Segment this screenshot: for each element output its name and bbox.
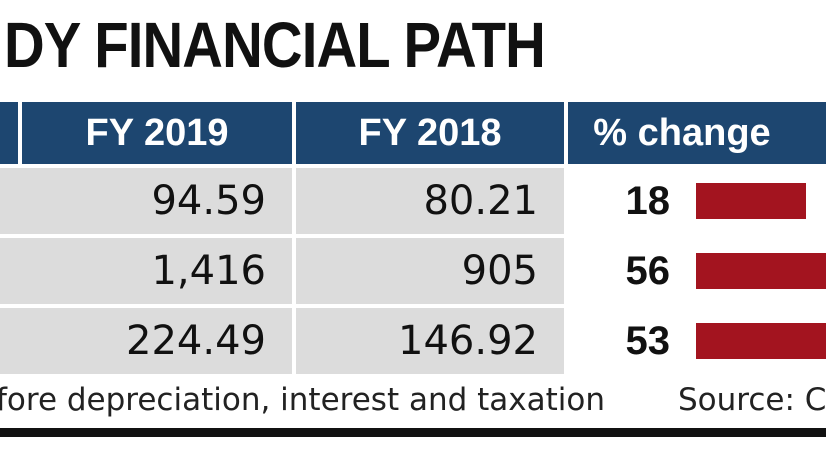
header-fy2018: FY 2018	[296, 102, 564, 164]
change-bar-row3	[696, 323, 826, 359]
row-label-cell	[0, 168, 26, 234]
row-label-cell	[0, 308, 26, 374]
header-fy2019: FY 2019	[22, 102, 292, 164]
cell-fy2018-row3: 146.92	[296, 308, 564, 374]
change-bar-row1	[696, 183, 806, 219]
source-note: Source: Co	[678, 382, 826, 418]
cell-fy2019-row3: 224.49	[22, 308, 292, 374]
chart-title: DY FINANCIAL PATH	[4, 9, 546, 81]
row-label-cell	[0, 238, 26, 304]
header-pct-change: % change	[568, 102, 826, 164]
cell-fy2019-row2: 1,416	[22, 238, 292, 304]
header-row-label-cell	[0, 102, 18, 164]
cell-change-row3: 53	[568, 308, 680, 374]
cell-change-row1: 18	[568, 168, 680, 234]
cell-fy2018-row2: 905	[296, 238, 564, 304]
cell-fy2018-row1: 80.21	[296, 168, 564, 234]
bottom-rule	[0, 428, 826, 437]
change-bar-row2	[696, 253, 826, 289]
footnote: fore depreciation, interest and taxation	[0, 382, 606, 418]
cell-fy2019-row1: 94.59	[22, 168, 292, 234]
cell-change-row2: 56	[568, 238, 680, 304]
